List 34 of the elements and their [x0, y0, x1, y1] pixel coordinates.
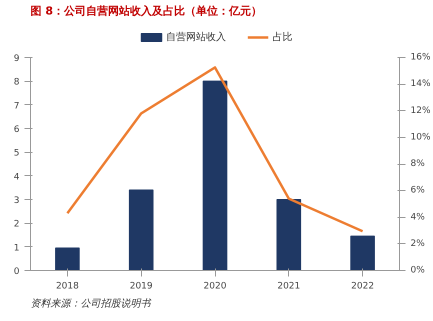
y-tick-label: 7 — [14, 101, 20, 112]
bar — [276, 199, 302, 270]
line-series — [66, 66, 364, 232]
bar — [55, 248, 80, 270]
y2-tick-label: 14% — [410, 79, 431, 90]
x-tick-label: 2021 — [277, 282, 300, 292]
bar — [128, 190, 154, 270]
x-tick-label: 2022 — [351, 282, 374, 292]
y2-tick-label: 2% — [410, 238, 426, 249]
y-tick-label: 2 — [14, 220, 20, 230]
chart-title: 图 8：公司自营网站收入及占比（单位：亿元） — [30, 4, 262, 18]
bar — [202, 80, 228, 270]
legend-label: 占比 — [272, 31, 293, 43]
y2-tick-label: 10% — [410, 132, 431, 142]
y-tick-label: 8 — [14, 78, 20, 88]
legend-label: 自营网站收入 — [166, 31, 226, 43]
y-tick-label: 9 — [14, 54, 20, 64]
y2-tick-label: 8% — [410, 159, 426, 169]
y-tick-label: 1 — [14, 243, 20, 254]
y2-tick-label: 12% — [410, 106, 431, 116]
y2-tick-label: 4% — [410, 212, 426, 222]
y2-tick-label: 0% — [410, 266, 426, 276]
x-tick-label: 2018 — [56, 282, 80, 292]
x-tick-label: 2020 — [204, 282, 227, 292]
y2-tick-label: 16% — [410, 52, 431, 62]
y-tick-label: 4 — [14, 172, 20, 182]
text: 资料来源：公司招股说明书 — [30, 298, 152, 310]
x-tick-label: 2019 — [130, 282, 153, 292]
y-tick-label: 6 — [14, 125, 20, 135]
y-tick-label: 5 — [14, 148, 20, 159]
y-tick-label: 0 — [14, 267, 20, 277]
y-tick-label: 3 — [14, 196, 20, 206]
bar — [350, 236, 375, 270]
y2-tick-label: 6% — [410, 186, 426, 196]
